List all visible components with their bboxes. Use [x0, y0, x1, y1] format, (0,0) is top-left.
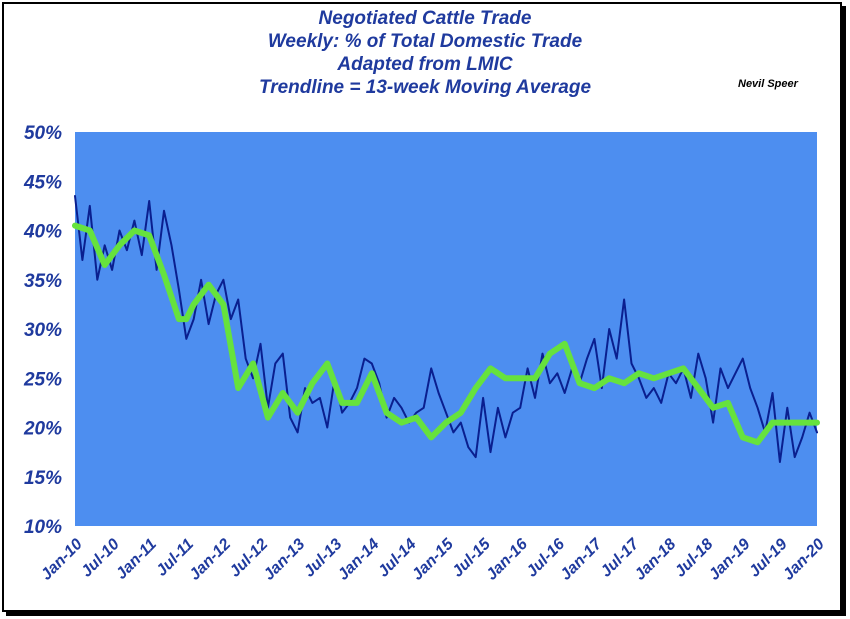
y-tick-label: 10%	[24, 517, 62, 538]
x-tick-label: Jan-15	[409, 535, 458, 584]
chart-title-line-3: Adapted from LMIC	[337, 54, 513, 75]
x-tick-label: Jan-17	[557, 535, 606, 584]
x-tick-label: Jan-12	[186, 536, 234, 584]
y-tick-label: 35%	[24, 271, 62, 292]
y-tick-label: 40%	[23, 222, 62, 243]
x-tick-label: Jan-10	[38, 536, 86, 584]
x-tick-label: Jan-19	[706, 536, 754, 584]
y-tick-label: 20%	[23, 419, 62, 440]
y-tick-label: 30%	[24, 320, 62, 341]
y-tick-label: 15%	[24, 468, 62, 489]
x-tick-label: Jan-16	[483, 536, 531, 584]
y-tick-label: 25%	[23, 369, 62, 390]
chart-author: Nevil Speer	[738, 78, 798, 90]
moving-average-line	[72, 222, 820, 446]
chart-title-line-2: Weekly: % of Total Domestic Trade	[267, 31, 583, 52]
y-tick-label: 45%	[23, 172, 62, 193]
chart-title-line-4: Trendline = 13-week Moving Average	[258, 77, 592, 98]
chart-title-line-1: Negotiated Cattle Trade	[318, 8, 532, 29]
x-tick-label: Jan-13	[261, 536, 309, 584]
y-tick-label: 50%	[24, 123, 62, 144]
x-tick-label: Jan-14	[335, 536, 383, 584]
plot-area	[75, 132, 817, 526]
x-tick-label: Jan-20	[780, 536, 828, 584]
x-tick-label: Jan-18	[632, 536, 680, 584]
x-tick-label: Jan-11	[113, 536, 160, 583]
